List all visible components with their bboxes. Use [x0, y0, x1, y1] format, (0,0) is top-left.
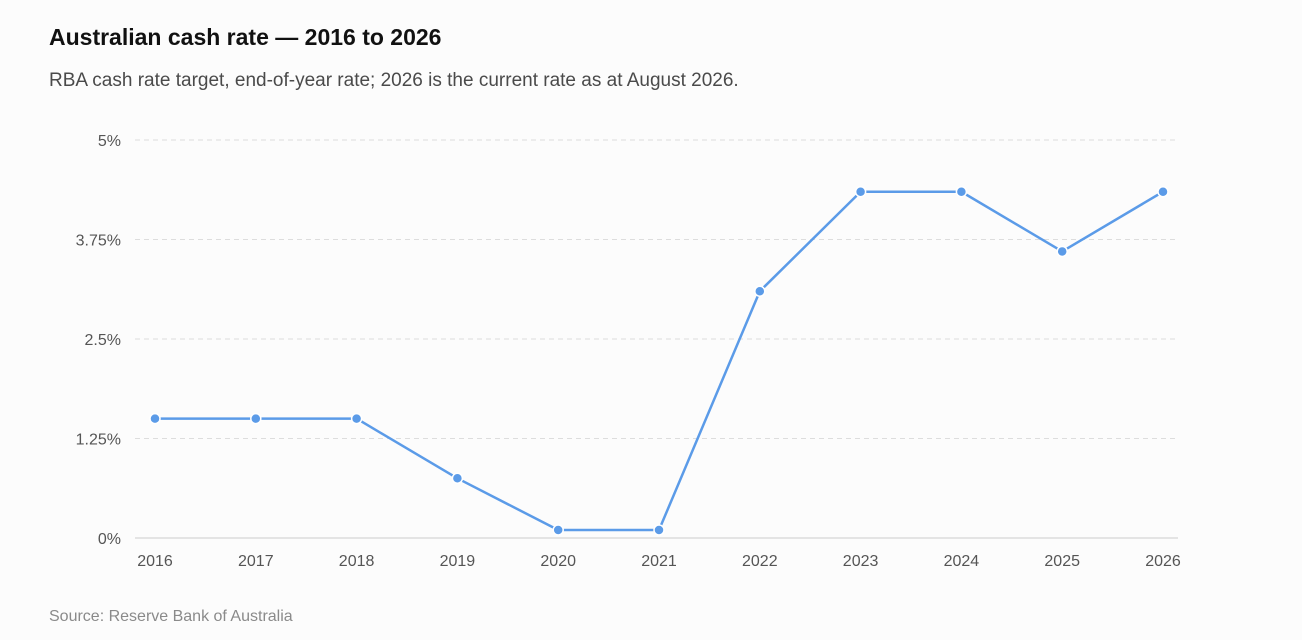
x-tick-label: 2018: [339, 553, 375, 570]
x-axis-tick-labels: 2016 2017 2018 2019 2020 2021 2022 2023 2024 2025…: [137, 553, 1181, 570]
data-point[interactable]: [552, 524, 564, 536]
chart-subtitle: RBA cash rate target, end-of-year rate; …: [49, 70, 739, 91]
series-cash-rate: [149, 185, 1169, 536]
data-point[interactable]: [451, 472, 464, 485]
series-line: [153, 190, 1165, 532]
data-point[interactable]: [1056, 245, 1068, 258]
y-tick-label: 5%: [98, 133, 121, 150]
x-tick-label: 2022: [742, 553, 778, 570]
data-point[interactable]: [754, 285, 766, 297]
x-tick-label: 2016: [137, 553, 173, 570]
data-point[interactable]: [149, 412, 161, 425]
x-tick-label: 2019: [440, 553, 476, 570]
data-point[interactable]: [1157, 185, 1169, 198]
x-tick-label: 2025: [1044, 553, 1080, 570]
x-tick-label: 2020: [540, 553, 576, 570]
data-point[interactable]: [854, 185, 867, 198]
x-tick-label: 2024: [944, 553, 980, 570]
x-tick-label: 2026: [1145, 553, 1181, 570]
data-point[interactable]: [653, 524, 665, 536]
y-tick-label: 1.25%: [76, 432, 121, 449]
x-tick-label: 2023: [843, 553, 879, 570]
source-note: Source: Reserve Bank of Australia: [49, 608, 293, 625]
y-tick-label: 0%: [98, 531, 121, 548]
y-axis-tick-labels: 0% 1.25% 2.5% 3.75% 5%: [76, 133, 121, 548]
y-tick-label: 2.5%: [85, 332, 121, 349]
gridlines: [135, 139, 1178, 439]
chart-title: Australian cash rate — 2016 to 2026: [49, 24, 442, 50]
data-point[interactable]: [250, 412, 262, 425]
x-tick-label: 2021: [641, 553, 677, 570]
data-point[interactable]: [350, 412, 363, 425]
x-tick-label: 2017: [238, 553, 274, 570]
y-tick-label: 3.75%: [76, 233, 121, 250]
data-point[interactable]: [955, 185, 968, 198]
